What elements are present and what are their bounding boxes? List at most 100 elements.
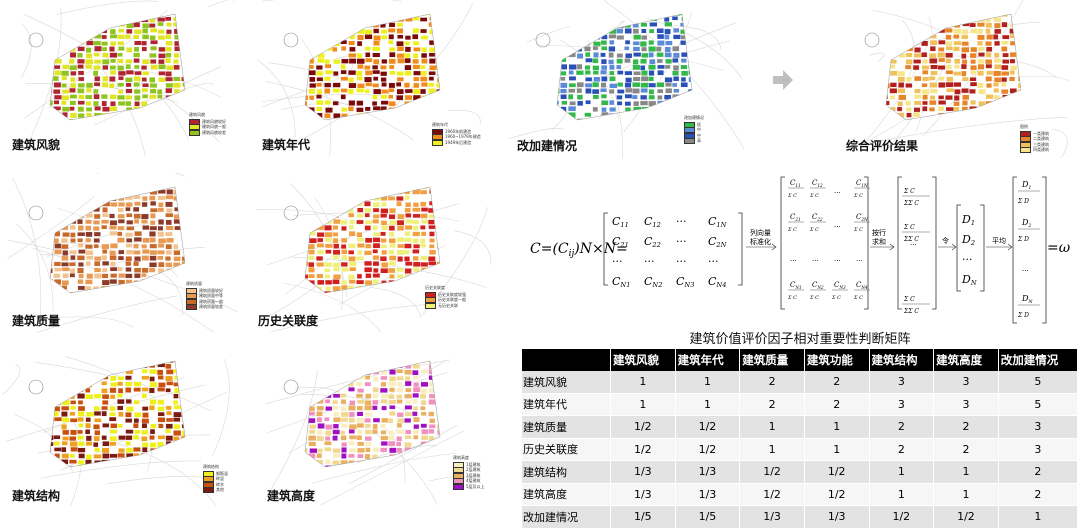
matrix-entry: ··· bbox=[834, 257, 841, 265]
matrix-entry: CN2 bbox=[644, 275, 662, 289]
table-cell: 1/3 bbox=[675, 460, 741, 484]
table-cell: 3 bbox=[869, 393, 935, 416]
site-map bbox=[257, 0, 481, 157]
building-blocks bbox=[305, 14, 440, 120]
svg-text:Σ C: Σ C bbox=[903, 224, 915, 231]
matrix-entry: C22 bbox=[644, 235, 661, 249]
legend-label: 4层建筑 bbox=[466, 478, 481, 484]
svg-text:ΣΣ C: ΣΣ C bbox=[903, 236, 919, 243]
svg-text:Σ C: Σ C bbox=[787, 227, 797, 233]
step-rowsum-label: 按行求和 bbox=[872, 228, 886, 246]
building-blocks bbox=[886, 14, 1021, 120]
table-cell: 1/2 bbox=[933, 505, 999, 529]
north-arrow-icon bbox=[864, 32, 880, 48]
legend-label: 建筑质量较好 bbox=[199, 287, 223, 293]
svg-text:Σ D: Σ D bbox=[1017, 198, 1029, 205]
row-header: 建筑结构 bbox=[522, 460, 611, 484]
weight-vector: D1 Σ D D2 Σ D ··· DN Σ D bbox=[1017, 180, 1040, 319]
legend-label: 建筑风貌较好 bbox=[202, 118, 226, 124]
matrix-entry: C2N bbox=[856, 213, 868, 222]
map-legend: 图例 一类建筑 二类建筑 三类建筑 四类建筑 bbox=[1020, 124, 1049, 154]
table-row: 建筑高度 1/3 1/3 1/2 1/2 1 1 2 bbox=[522, 483, 1079, 506]
table-cell: 1 bbox=[998, 505, 1079, 529]
matrix-entry: D2 bbox=[1021, 218, 1031, 229]
table-cell: 2 bbox=[933, 415, 999, 439]
matrix-entry: CN4 bbox=[708, 275, 726, 289]
table-cell: 5 bbox=[998, 393, 1079, 416]
table-cell: 2 bbox=[739, 393, 805, 416]
matrix-entry: ··· bbox=[708, 255, 719, 268]
matrix-entry: D1 bbox=[961, 213, 975, 227]
table-cell: 1/3 bbox=[610, 483, 676, 506]
svg-text:Σ D: Σ D bbox=[1017, 312, 1029, 319]
map-legend: 建筑年代 1960年前建造 1960~1979年建造 1949年后建造 bbox=[432, 122, 481, 146]
legend-label: 1949年后建造 bbox=[445, 139, 472, 145]
map-legend: 建筑结构 钢筋混 砖混 砖木 其他 bbox=[203, 464, 228, 494]
matrix-entry: C2N bbox=[708, 235, 727, 249]
matrix-entry: CN1 bbox=[790, 281, 802, 290]
row-header: 历史关联度 bbox=[522, 438, 611, 461]
legend-label: 历史关联度一般 bbox=[438, 297, 466, 303]
svg-text:Σ C: Σ C bbox=[831, 295, 841, 301]
svg-text:Σ C: Σ C bbox=[903, 296, 915, 303]
table-cell: 2 bbox=[998, 483, 1079, 506]
column-header: 建筑高度 bbox=[933, 349, 999, 371]
table-cell: 1/2 bbox=[739, 460, 805, 484]
table-cell: 3 bbox=[998, 415, 1079, 439]
matrix-entry: CN4 bbox=[856, 281, 868, 290]
legend-swatch bbox=[1020, 147, 1031, 154]
legend-swatch bbox=[432, 139, 443, 146]
legend-label: 四类建筑 bbox=[1033, 147, 1049, 153]
legend-swatch bbox=[684, 138, 695, 145]
matrix-entry: CN3 bbox=[676, 275, 694, 289]
row-header: 建筑风貌 bbox=[522, 371, 611, 394]
north-arrow-icon bbox=[283, 32, 299, 48]
legend-label: 无历史关联 bbox=[438, 302, 458, 308]
building-blocks bbox=[557, 14, 692, 120]
svg-text:Σ C: Σ C bbox=[809, 295, 819, 301]
legend-label: 5层及以上 bbox=[466, 483, 485, 489]
panel-title: 建筑年代 bbox=[262, 138, 311, 152]
matrix-entry: ··· bbox=[790, 257, 797, 265]
legend-swatch bbox=[186, 304, 197, 311]
map-panel-overall: 综合评价结果 图例 一类建筑 二类建筑 三类建筑 四类建筑 bbox=[836, 0, 1076, 160]
legend-title: 建筑年代 bbox=[432, 122, 448, 127]
c-matrix: C11 C12 ··· C1N C21 C22 ··· C2N ··· ··· ··· ··· CN1 C… bbox=[612, 215, 727, 289]
matrix-entry: C11 bbox=[612, 215, 629, 229]
legend-title: 建筑结构 bbox=[203, 464, 219, 469]
column-header: 建筑功能 bbox=[804, 349, 870, 371]
legend-item: 高 bbox=[684, 138, 704, 145]
north-arrow-icon bbox=[28, 32, 44, 48]
table-cell: 1 bbox=[739, 415, 805, 439]
table-cell: 1/2 bbox=[610, 415, 676, 439]
column-header: 建筑风貌 bbox=[610, 349, 676, 371]
table-cell: 3 bbox=[933, 393, 999, 416]
legend-label: 1960~1979年建造 bbox=[445, 134, 481, 140]
map-panel-appearance: 建筑风貌 建筑风貌 建筑风貌较好 建筑风貌一般 建筑风貌较差 bbox=[0, 0, 240, 160]
matrix-entry: C12 bbox=[644, 215, 661, 229]
legend-label: 低 bbox=[697, 121, 701, 127]
table-cell: 2 bbox=[869, 415, 935, 439]
map-panel-structure: 建筑结构 建筑结构 钢筋混 砖混 砖木 其他 bbox=[0, 347, 240, 507]
legend-label: 砖木 bbox=[216, 481, 224, 487]
legend-label: 建筑质量中等 bbox=[199, 293, 223, 299]
panel-title: 综合评价结果 bbox=[846, 139, 919, 153]
legend-label: 中 bbox=[697, 127, 701, 133]
legend-label: 三类建筑 bbox=[1033, 141, 1049, 147]
map-legend: 建筑质量 建筑质量较好 建筑质量中等 建筑质量一般 建筑质量较差 bbox=[186, 281, 223, 311]
table-cell: 2 bbox=[804, 393, 870, 416]
legend-swatch bbox=[425, 302, 436, 309]
site-map bbox=[2, 356, 230, 507]
matrix-entry: D2 bbox=[961, 233, 975, 247]
svg-text:Σ C: Σ C bbox=[853, 227, 863, 233]
table-cell: 1 bbox=[804, 415, 870, 439]
matrix-entry: CN2 bbox=[812, 281, 824, 290]
table-cell: 1 bbox=[675, 393, 741, 416]
matrix-entry: ··· bbox=[962, 253, 973, 266]
legend-item: 其他 bbox=[203, 487, 228, 494]
panel-title: 建筑风貌 bbox=[12, 138, 61, 152]
table-cell: 1/5 bbox=[610, 505, 676, 529]
svg-text:ΣΣ C: ΣΣ C bbox=[903, 308, 919, 315]
north-arrow-icon bbox=[283, 205, 299, 221]
matrix-entry: C1N bbox=[856, 179, 868, 188]
